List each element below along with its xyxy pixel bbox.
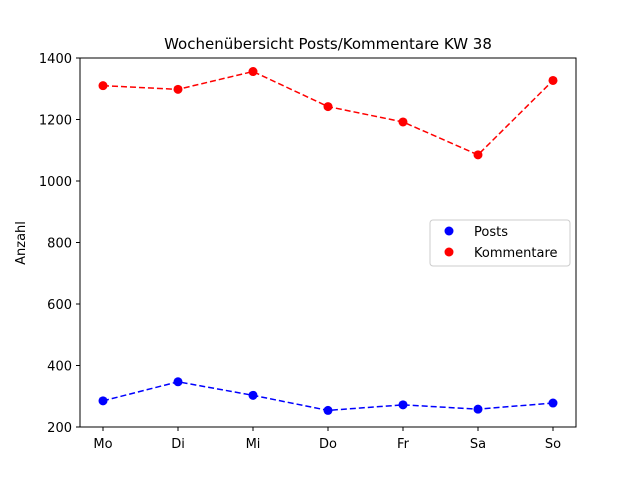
x-tick-label: Mo (93, 437, 112, 452)
y-tick-label: 200 (47, 421, 72, 436)
legend-label: Kommentare (474, 246, 558, 261)
plot-frame (79, 57, 577, 428)
x-tick-label: Do (319, 437, 337, 452)
data-point (173, 84, 183, 94)
data-point (398, 400, 408, 410)
data-point (248, 67, 258, 77)
y-tick-label: 400 (47, 360, 72, 375)
data-point (398, 117, 408, 127)
data-point (98, 396, 108, 406)
legend-marker (444, 247, 454, 257)
data-point (473, 150, 483, 160)
y-tick-label: 1000 (39, 175, 72, 190)
data-point (548, 398, 558, 408)
series-kommentare (98, 67, 558, 160)
series-line (102, 70, 554, 156)
legend: Posts Kommentare (429, 219, 571, 267)
x-tick-label: Mi (246, 437, 261, 452)
y-tick-label: 1400 (39, 52, 72, 67)
x-tick-label: Di (171, 437, 185, 452)
chart-title: Wochenübersicht Posts/Kommentare KW 38 (164, 35, 492, 53)
series-posts (98, 377, 558, 415)
x-tick-label: Fr (397, 437, 410, 452)
x-tick-label: So (545, 437, 561, 452)
data-point (548, 75, 558, 85)
legend-marker (444, 226, 454, 236)
y-tick-label: 1200 (39, 114, 72, 129)
y-axis-label: Anzahl (14, 221, 29, 265)
data-point (323, 102, 333, 112)
data-point (323, 405, 333, 415)
data-point (173, 377, 183, 387)
plot-area: 200 400 600 800 1000 1200 1400 Mo Di Mi Do Fr Sa So (39, 52, 561, 452)
legend-box (429, 219, 571, 267)
data-point (248, 390, 258, 400)
x-tick-label: Sa (470, 437, 486, 452)
data-point (473, 404, 483, 414)
y-tick-label: 800 (47, 237, 72, 252)
y-tick-label: 600 (47, 298, 72, 313)
data-point (98, 81, 108, 91)
legend-label: Posts (474, 225, 508, 240)
